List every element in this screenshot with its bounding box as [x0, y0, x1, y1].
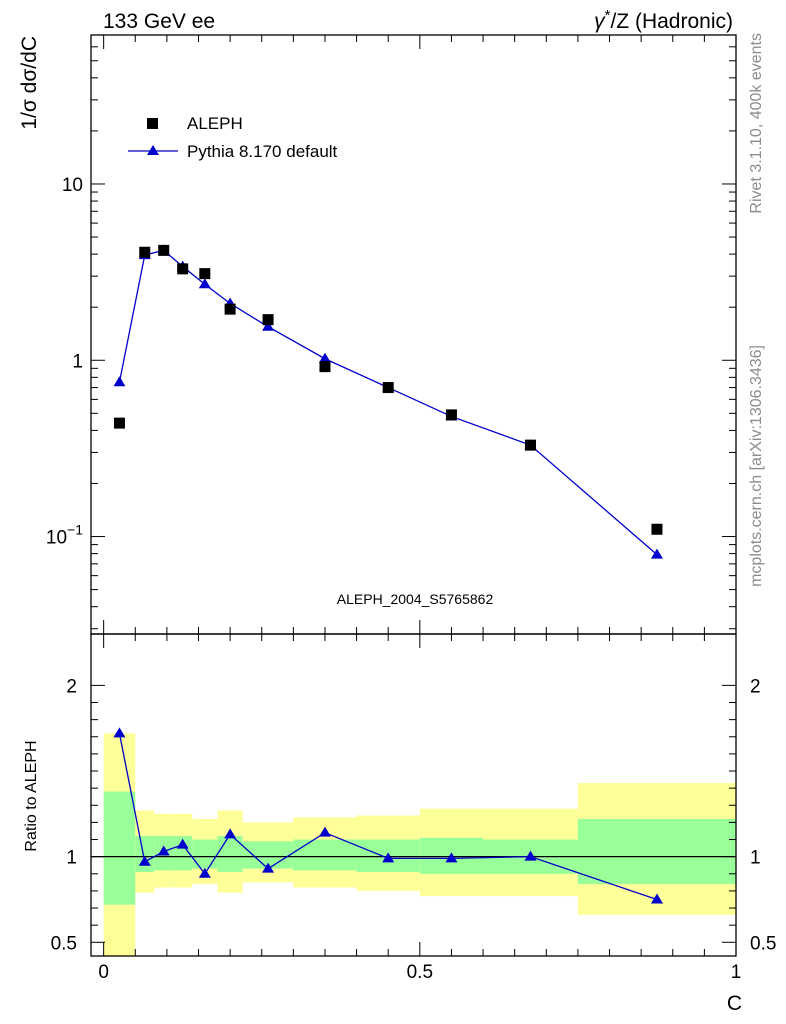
main-y-axis-label: 1/σ dσ/dC: [18, 36, 41, 130]
header-left-title: 133 GeV ee: [103, 10, 215, 33]
ratio-pythia-point: [650, 893, 663, 904]
main-aleph-point: [158, 244, 170, 256]
main-aleph-point: [262, 314, 274, 326]
ratio-x-tick-label: 0.5: [407, 962, 433, 983]
ratio-pythia-point: [198, 867, 211, 878]
header-right-gamma: γ: [594, 10, 606, 33]
analysis-id-label: ALEPH_2004_S5765862: [337, 591, 494, 607]
main-y-tick-label: 10: [62, 175, 83, 196]
ratio-pythia-point: [157, 845, 170, 856]
ratio-inner-band: [192, 839, 218, 869]
main-pythia-point: [262, 320, 275, 331]
main-y-tick-label-exp: −1: [67, 522, 83, 538]
ratio-x-tick-label: 0: [98, 962, 109, 983]
ratio-x-tick-label: 1: [731, 962, 742, 983]
main-marks: [113, 244, 663, 559]
ratio-pythia-point: [138, 855, 151, 866]
ratio-ticks: 0.5 0.5 1 1 2 2 0 0.5 1: [51, 634, 776, 983]
ratio-pythia-point: [445, 852, 458, 863]
main-y-tick-label: 10−1: [46, 522, 83, 549]
main-aleph-point: [113, 417, 125, 429]
ratio-marks: [91, 727, 736, 904]
main-aleph-point: [524, 439, 536, 451]
main-aleph-point: [319, 361, 331, 373]
main-aleph-point: [224, 303, 236, 315]
ratio-y-tick-label-right: 0.5: [750, 933, 776, 954]
rivet-side-label: Rivet 3.1.10, 400k events: [748, 33, 765, 214]
main-pythia-point: [198, 278, 211, 289]
ratio-frame: [90, 633, 737, 957]
main-aleph-point: [199, 268, 211, 280]
main-aleph-point: [139, 246, 151, 258]
ratio-pythia-point: [224, 828, 237, 839]
ratio-pythia-point: [262, 862, 275, 873]
ratio-y-tick-label-left: 1: [66, 848, 77, 869]
ratio-pythia-point: [524, 850, 537, 861]
ratio-bands: [103, 733, 736, 956]
ratio-inner-band: [135, 836, 155, 873]
main-pythia-point: [650, 548, 663, 559]
main-aleph-point: [651, 523, 663, 535]
ratio-y-axis-label: Ratio to ALEPH: [23, 740, 40, 851]
ratio-pythia-point: [382, 852, 395, 863]
ratio-pythia-point: [113, 727, 126, 738]
ratio-panel: 0.5 0.5 1 1 2 2 0 0.5 1 Ratio to ALEPH C: [23, 633, 776, 1015]
legend-marker-pythia: [147, 145, 159, 155]
main-pythia-point: [318, 352, 331, 363]
main-pythia-line: [118, 249, 658, 556]
main-aleph-point: [177, 263, 189, 275]
ratio-inner-band: [293, 839, 357, 871]
legend: ALEPH Pythia 8.170 default: [128, 114, 338, 161]
header-right-star: *: [605, 7, 611, 24]
ratio-y-tick-label-left: 2: [66, 676, 77, 697]
ratio-y-tick-label-right: 1: [750, 848, 761, 869]
ratio-y-tick-label-left: 0.5: [51, 933, 77, 954]
main-y-tick-label: 1: [72, 351, 83, 372]
header-right-title: γ*/Z (Hadronic): [594, 7, 733, 33]
ratio-inner-band: [173, 836, 193, 871]
ratio-pythia-point: [176, 838, 189, 849]
main-pythia-point: [113, 376, 126, 387]
header-right-rest: /Z (Hadronic): [610, 10, 733, 33]
ratio-inner-band: [217, 836, 243, 873]
ratio-inner-band: [103, 791, 136, 905]
ratio-y-tick-label-right: 2: [750, 676, 761, 697]
ratio-inner-band: [577, 818, 736, 885]
legend-label-pythia: Pythia 8.170 default: [187, 142, 338, 161]
x-axis-label: C: [727, 992, 742, 1015]
main-aleph-point: [382, 382, 394, 394]
main-y-tick-label-base: 10: [46, 528, 67, 549]
mcplots-side-label: mcplots.cern.ch [arXiv:1306.3436]: [748, 345, 765, 587]
legend-marker-aleph: [147, 118, 158, 129]
legend-label-aleph: ALEPH: [187, 114, 243, 133]
ratio-pythia-point: [318, 826, 331, 837]
main-aleph-point: [445, 409, 457, 421]
